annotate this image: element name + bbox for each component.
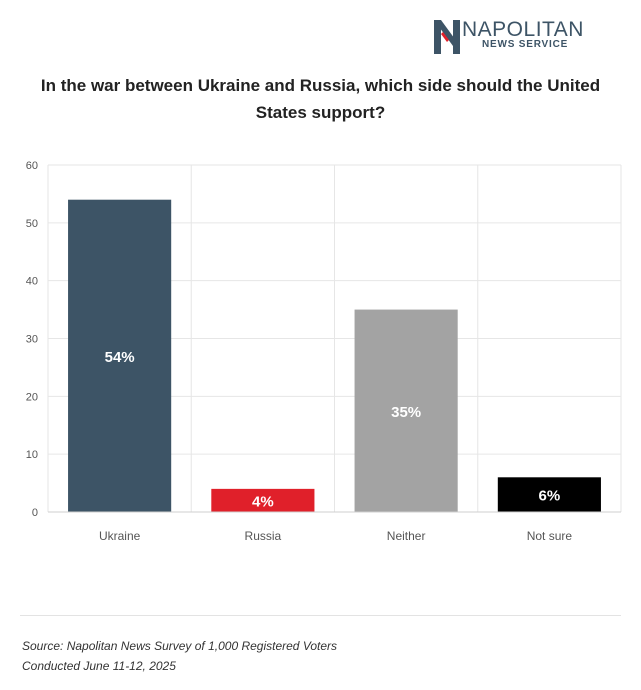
y-tick-label: 20 xyxy=(26,391,38,403)
y-tick-label: 40 xyxy=(26,276,38,288)
brand-logo: NAPOLITAN NEWS SERVICE xyxy=(434,18,594,58)
chart-title: In the war between Ukraine and Russia, w… xyxy=(40,76,601,122)
x-tick-label: Russia xyxy=(245,529,282,543)
y-tick-label: 60 xyxy=(26,160,38,172)
y-tick-label: 50 xyxy=(26,218,38,230)
bar xyxy=(68,199,172,512)
brand-name: NAPOLITAN xyxy=(462,18,584,41)
data-label: 6% xyxy=(539,488,561,505)
conducted-date: Conducted June 11-12, 2025 xyxy=(22,659,176,673)
bar xyxy=(211,488,315,512)
footer-divider xyxy=(20,615,621,616)
bar xyxy=(497,477,601,512)
data-label: 4% xyxy=(252,493,274,510)
source-note: Source: Napolitan News Survey of 1,000 R… xyxy=(22,636,337,676)
bar xyxy=(354,309,458,512)
brand-subtitle: NEWS SERVICE xyxy=(482,39,569,50)
source-text: Source: Napolitan News Survey of 1,000 R… xyxy=(22,639,338,653)
x-tick-label: Not sure xyxy=(527,529,573,543)
bar-chart: 0 10 20 30 40 50 60 54% Ukraine 4% Russia 35% Neithe… xyxy=(26,160,622,543)
napolitan-n-icon xyxy=(434,20,460,54)
x-tick-label: Neither xyxy=(387,529,426,543)
data-label: 35% xyxy=(391,404,421,421)
y-tick-label: 0 xyxy=(32,507,38,519)
y-tick-label: 10 xyxy=(26,449,38,461)
x-tick-label: Ukraine xyxy=(99,529,141,543)
y-tick-label: 30 xyxy=(26,334,38,346)
data-label: 54% xyxy=(105,349,135,366)
